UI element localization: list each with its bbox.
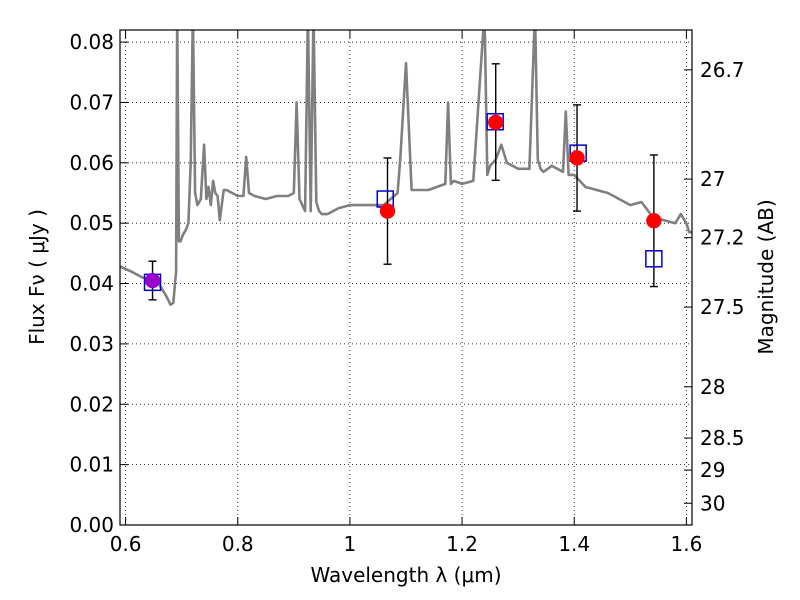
- y-tick-label: 0.07: [69, 90, 114, 114]
- x-tick-label: 1.4: [558, 532, 590, 556]
- y-tick-label: 0.06: [69, 151, 114, 175]
- circle-marker: [569, 150, 585, 166]
- x-tick-label: 1.6: [670, 532, 702, 556]
- x-tick-label: 0.8: [222, 532, 254, 556]
- y2-tick-label: 30: [700, 491, 725, 515]
- y2-tick-label: 26.7: [700, 58, 745, 82]
- y2-tick-label: 28: [700, 375, 725, 399]
- y-axis-label: Flux Fν ( μJy ): [25, 209, 49, 345]
- data-markers: [143, 63, 663, 301]
- y-tick-label: 0.05: [69, 211, 114, 235]
- plot-background: [120, 30, 692, 525]
- plot-area: [120, 30, 692, 306]
- y2-tick-label: 27.5: [700, 295, 745, 319]
- y-tick-label: 0.03: [69, 332, 114, 356]
- y-tick-label: 0.08: [69, 30, 114, 54]
- x-axis-label: Wavelength λ (μm): [310, 563, 501, 587]
- y2-tick-label: 27.2: [700, 226, 745, 250]
- circle-marker: [487, 114, 504, 131]
- y-tick-label: 0.00: [69, 513, 114, 537]
- y-tick-label: 0.02: [69, 392, 114, 416]
- spectrum-line: [120, 30, 692, 306]
- square-marker: [645, 250, 663, 268]
- y-tick-label: 0.04: [69, 272, 114, 296]
- y2-tick-label: 28.5: [700, 426, 745, 450]
- plot-frame: [119, 29, 693, 526]
- x-tick-label: 1: [344, 532, 357, 556]
- y2-tick-label: 27: [700, 167, 725, 191]
- axes: 0.6 0.8 1 1.2 1.4 1.6 0.00 0.01 0.02 0.03 0.04 0.05…: [69, 30, 745, 556]
- y2-tick-label: 29: [700, 458, 725, 482]
- y-tick-label: 0.01: [69, 453, 114, 477]
- circle-marker: [144, 272, 161, 289]
- circle-marker: [646, 213, 662, 229]
- x-tick-label: 0.6: [110, 532, 142, 556]
- x-tick-label: 1.2: [446, 532, 478, 556]
- circle-marker: [379, 203, 396, 219]
- y2-axis-label: Magnitude (AB): [754, 199, 778, 354]
